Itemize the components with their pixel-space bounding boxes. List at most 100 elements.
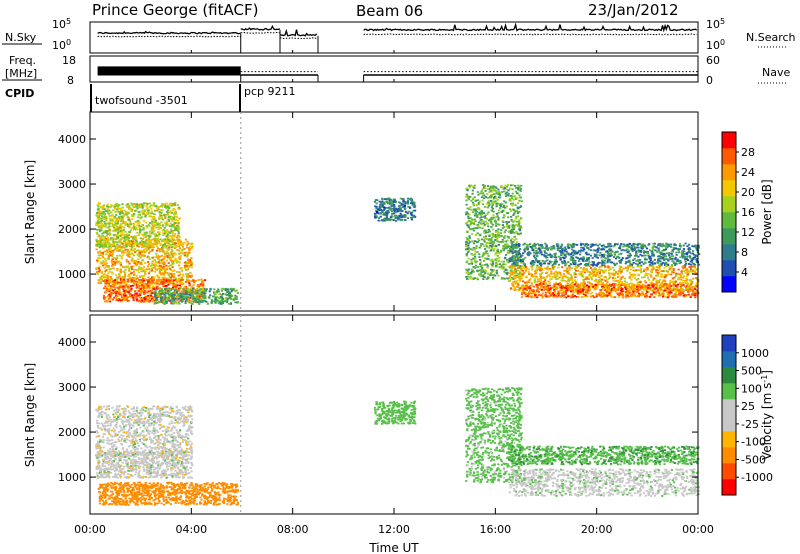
scatter-point xyxy=(184,300,187,303)
scatter-point xyxy=(665,255,668,258)
scatter-point xyxy=(480,219,483,221)
scatter-point xyxy=(125,235,128,238)
scatter-point xyxy=(174,227,177,229)
scatter-point xyxy=(114,296,117,299)
scatter-point xyxy=(201,282,205,285)
scatter-point xyxy=(643,252,646,254)
scatter-point xyxy=(184,281,188,283)
scatter-point xyxy=(97,225,100,228)
scatter-point xyxy=(517,251,521,254)
scatter-point xyxy=(149,293,152,296)
scatter-point xyxy=(131,246,134,249)
scatter-point xyxy=(490,245,494,248)
scatter-point xyxy=(572,254,575,257)
scatter-point xyxy=(107,272,110,275)
scatter-point xyxy=(639,253,642,256)
scatter-point xyxy=(593,244,596,246)
scatter-point xyxy=(473,260,476,262)
scatter-point xyxy=(586,257,589,260)
scatter-point xyxy=(107,274,110,277)
scatter-point xyxy=(130,279,133,282)
scatter-point xyxy=(496,250,499,253)
scatter-point xyxy=(103,239,106,241)
scatter-point xyxy=(141,290,144,292)
scatter-point xyxy=(483,224,486,227)
scatter-point xyxy=(218,301,221,303)
scatter-point xyxy=(404,214,407,217)
scatter-point xyxy=(516,225,520,228)
scatter-point xyxy=(644,254,647,257)
scatter-point xyxy=(235,289,238,292)
scatter-point xyxy=(116,254,119,257)
scatter-point xyxy=(663,255,666,258)
scatter-point xyxy=(201,295,204,298)
scatter-point xyxy=(495,202,498,205)
scatter-point xyxy=(144,291,147,294)
scatter-point xyxy=(155,297,159,299)
scatter-point xyxy=(105,224,108,227)
scatter-point xyxy=(471,268,474,271)
scatter-point xyxy=(576,257,579,259)
scatter-point xyxy=(465,254,468,257)
scatter-point xyxy=(394,214,398,217)
scatter-point xyxy=(177,245,180,248)
scatter-point xyxy=(596,248,599,251)
scatter-point xyxy=(195,295,198,297)
scatter-point xyxy=(516,187,519,189)
scatter-point xyxy=(382,209,385,211)
scatter-point xyxy=(191,303,194,305)
scatter-point xyxy=(689,263,692,266)
scatter-point xyxy=(465,193,468,196)
scatter-point xyxy=(236,292,239,294)
scatter-point xyxy=(386,201,389,204)
scatter-point xyxy=(495,204,498,206)
scatter-point xyxy=(169,239,172,241)
scatter-point xyxy=(136,207,139,210)
scatter-point xyxy=(197,298,200,301)
scatter-point xyxy=(123,276,126,279)
scatter-point xyxy=(156,231,160,234)
scatter-point xyxy=(141,204,144,207)
scatter-point xyxy=(145,234,148,237)
scatter-point xyxy=(559,273,562,276)
scatter-point xyxy=(185,273,188,275)
scatter-point xyxy=(138,261,141,264)
scatter-point xyxy=(640,264,643,267)
scatter-point xyxy=(143,210,146,213)
scatter-point xyxy=(475,208,478,211)
scatter-point xyxy=(102,218,105,220)
scatter-point xyxy=(132,240,135,243)
scatter-point xyxy=(183,261,186,264)
scatter-point xyxy=(111,280,114,283)
scatter-point xyxy=(525,246,528,248)
scatter-point xyxy=(156,242,159,245)
scatter-point xyxy=(113,245,116,248)
scatter-point xyxy=(168,298,171,301)
scatter-point xyxy=(511,202,514,205)
scatter-point xyxy=(132,298,135,301)
scatter-point xyxy=(509,199,512,202)
scatter-point xyxy=(105,217,108,220)
scatter-point xyxy=(485,242,488,244)
scatter-point xyxy=(103,215,106,218)
scatter-point xyxy=(97,252,100,254)
scatter-point xyxy=(137,269,140,272)
scatter-point xyxy=(389,219,392,222)
scatter-point xyxy=(128,295,132,298)
scatter-point xyxy=(471,192,474,195)
scatter-point xyxy=(591,260,594,263)
scatter-point xyxy=(203,279,207,281)
scatter-point xyxy=(608,252,611,255)
scatter-point xyxy=(112,260,115,263)
scatter-point xyxy=(126,233,129,236)
scatter-point xyxy=(178,302,181,305)
scatter-point xyxy=(483,252,486,255)
scatter-point xyxy=(126,206,129,209)
scatter-point xyxy=(570,251,574,254)
scatter-point xyxy=(499,232,503,235)
scatter-point xyxy=(592,263,595,265)
scatter-point xyxy=(499,207,502,209)
scatter-point xyxy=(109,276,112,279)
noise-search-line xyxy=(97,35,241,38)
scatter-point xyxy=(107,212,110,215)
